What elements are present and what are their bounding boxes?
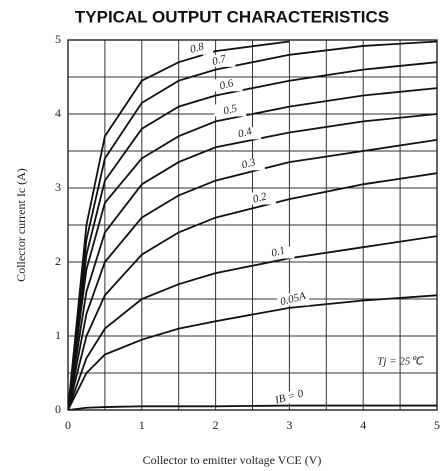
y-axis-label: Collector current Ic (A) [14,168,28,282]
curve [68,113,437,410]
curve-label: 0.7 [211,53,228,68]
y-tick-label: 1 [55,328,61,342]
label-bg [243,192,276,205]
label-bg [214,104,247,117]
y-tick-label: 4 [55,106,61,120]
annotation: Tj = 25℃ [377,356,424,368]
curve [68,40,290,410]
curves [68,40,437,410]
x-tick-label: 4 [360,418,366,432]
curve [68,235,437,410]
label-bg [229,127,262,140]
x-tick-label: 2 [213,418,219,432]
curve-label: 0.2 [252,190,269,205]
y-tick-label: 2 [55,254,61,268]
x-tick-label: 1 [139,418,145,432]
y-tick-label: 0 [55,402,61,416]
curve [68,87,437,410]
label-bg [210,79,243,92]
curve [68,139,437,410]
plot-frame [67,39,438,411]
curve-label: 0.4 [237,125,254,140]
curve [68,172,437,410]
curve-label: 0.6 [218,77,235,92]
label-bg [232,158,265,171]
label-bg [262,246,295,259]
curve-label: 0.3 [240,156,257,171]
chart-title: TYPICAL OUTPUT CHARACTERISTICS [75,7,389,26]
curve-label: 0.5 [222,102,239,117]
x-axis-label: Collector to emitter voltage VCE (V) [143,453,322,467]
y-tick-label: 3 [55,180,61,194]
label-bg [203,54,236,67]
x-tick-label: 3 [286,418,292,432]
curve [68,61,437,410]
label-bg [273,391,306,404]
x-tick-label: 0 [65,418,71,432]
x-tick-label: 5 [434,418,440,432]
curve-label: 0.1 [270,244,286,259]
curve [68,404,437,410]
y-tick-label: 5 [55,32,61,46]
label-bg [181,42,214,55]
curve-label: 0.8 [189,40,206,55]
curve [68,294,437,410]
curve [68,40,437,410]
label-bg [277,293,310,306]
